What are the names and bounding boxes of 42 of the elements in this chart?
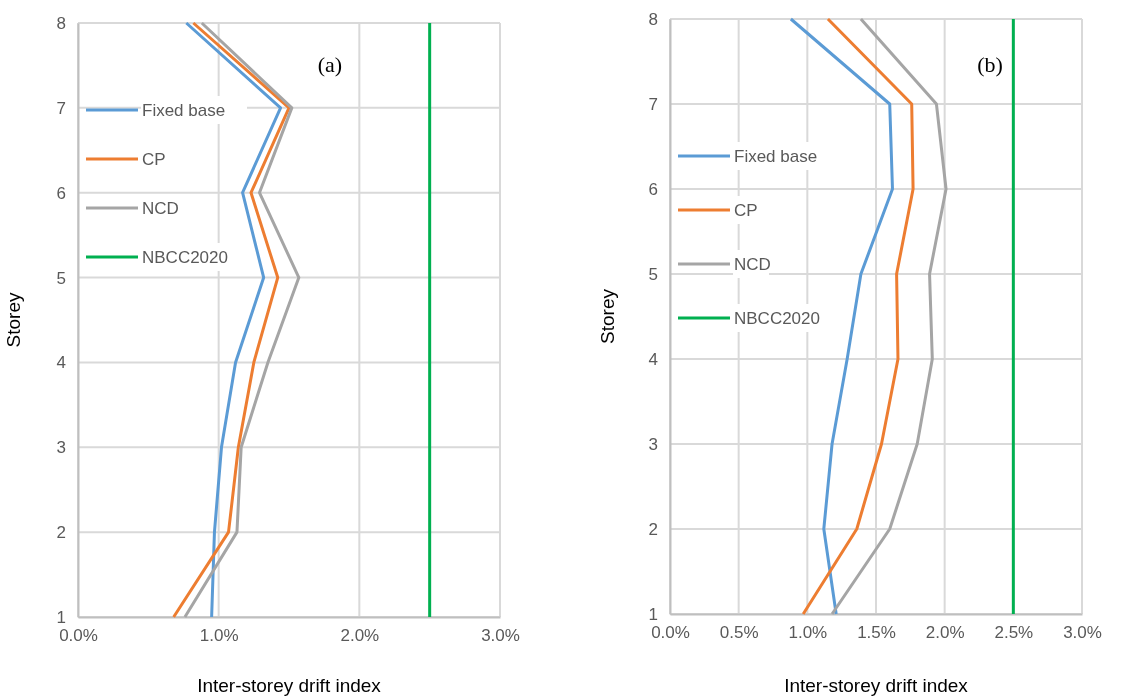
annotation: (a) [317, 52, 343, 77]
annotation: (b) [977, 52, 1003, 77]
x-tick-label: 2.5% [994, 623, 1034, 643]
x-tick-label: 0.0% [59, 626, 98, 646]
legend-label: CP [734, 201, 758, 220]
y-tick-label: 6 [648, 179, 658, 199]
x-axis-title: Inter-storey drift index [197, 675, 382, 696]
y-tick-label: 3 [648, 434, 658, 454]
x-tick-label: 1.0% [199, 626, 239, 646]
x-axis-title: Inter-storey drift index [784, 675, 969, 696]
y-tick-label: 4 [648, 349, 658, 369]
x-tick-label: 3.0% [1063, 623, 1102, 643]
legend-label: NBCC2020 [734, 309, 820, 328]
x-tick-label: 2.0% [340, 626, 380, 646]
y-tick-label: 6 [56, 183, 66, 203]
y-tick-label: 4 [56, 353, 66, 373]
line-series [830, 17, 948, 616]
x-tick-label: 2.0% [925, 623, 965, 643]
y-tick-label: 7 [56, 98, 66, 118]
x-tick-label: 1.0% [788, 623, 828, 643]
legend-label: NBCC2020 [142, 248, 228, 267]
x-tick-label: 1.5% [857, 623, 896, 643]
x-tick-label: 3.0% [481, 626, 520, 646]
y-tick-label: 1 [56, 607, 66, 627]
x-tick-label: 0.5% [719, 623, 759, 643]
y-axis-title: Storey [597, 288, 618, 344]
y-tick-label: 1 [648, 604, 658, 624]
y-axis-title: Storey [3, 292, 24, 348]
y-tick-label: 8 [648, 9, 658, 29]
y-tick-label: 2 [648, 519, 658, 539]
legend-label: Fixed base [734, 147, 818, 166]
x-tick-label: 0.0% [651, 623, 690, 643]
y-tick-label: 5 [56, 268, 66, 288]
y-tick-label: 7 [648, 94, 658, 114]
legend-label: CP [142, 150, 166, 169]
y-tick-label: 2 [56, 523, 66, 543]
legend-label: NCD [734, 255, 771, 274]
legend-label: NCD [142, 199, 179, 218]
y-tick-label: 3 [56, 438, 66, 458]
y-tick-label: 5 [648, 264, 658, 284]
y-tick-label: 8 [56, 13, 66, 33]
legend-label: Fixed base [142, 101, 226, 120]
